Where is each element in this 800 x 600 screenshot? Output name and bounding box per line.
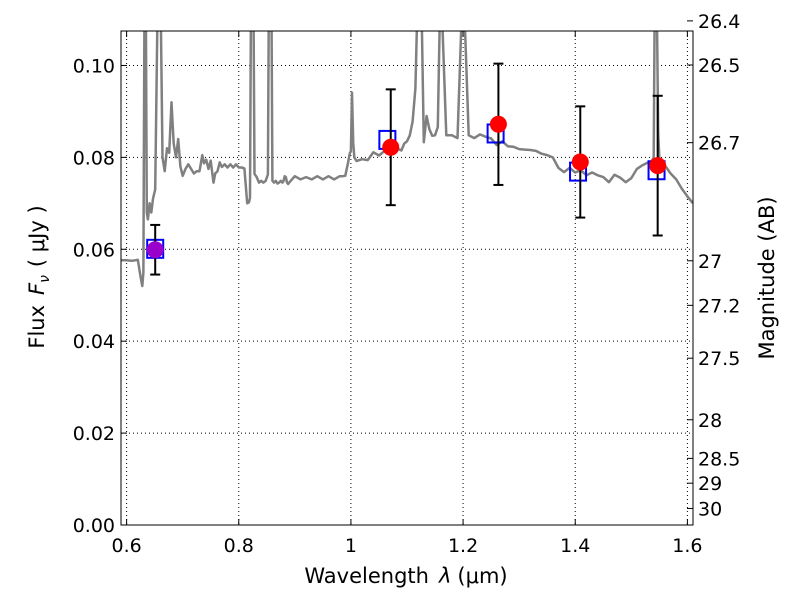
y-tick-label: 0.02 [73, 423, 115, 445]
x-tick-label: 1 [345, 535, 357, 557]
y2-axis-label: Magnitude (AB) [755, 196, 779, 359]
mag-tick-label: 26.4 [698, 11, 740, 33]
y-tick-label: 0.10 [73, 55, 115, 77]
observed-point [146, 241, 164, 259]
y-tick-label: 0.00 [73, 515, 115, 537]
x-axis-label: Wavelength λ (μm) [304, 564, 507, 588]
x-tick-label: 1.4 [560, 535, 590, 557]
mag-tick-label: 26.5 [698, 55, 740, 77]
mag-tick-label: 27.5 [698, 348, 740, 370]
observed-point [571, 153, 589, 171]
x-tick-label: 1.2 [448, 535, 478, 557]
plot-frame [120, 30, 694, 526]
y-axis-label: FluxFν( μJy ) [25, 205, 53, 348]
y-tick-label: 0.08 [73, 147, 115, 169]
y-tick-label: 0.04 [73, 331, 115, 353]
axis-ticks: 0.6 0.8 1 1.2 1.4 1.6 0.00 0.02 0.04 0.06 0.08 0.10… [73, 11, 741, 557]
x-tick-label: 0.6 [111, 535, 141, 557]
mag-tick-label: 29 [698, 473, 722, 495]
plot-area [121, 31, 693, 288]
x-tick-label: 1.6 [672, 535, 702, 557]
mag-tick-label: 27.2 [698, 295, 740, 317]
mag-tick-label: 30 [698, 498, 722, 520]
mag-tick-label: 28 [698, 410, 722, 432]
spectrum-line [121, 31, 693, 288]
observed-point [489, 115, 507, 133]
mag-tick-label: 26.7 [698, 133, 740, 155]
y-tick-label: 0.06 [73, 239, 115, 261]
mag-tick-label: 28.5 [698, 448, 740, 470]
mag-tick-label: 27 [698, 251, 722, 273]
x-tick-label: 0.8 [224, 535, 254, 557]
observed-point [382, 138, 400, 156]
observed-point [649, 157, 667, 175]
